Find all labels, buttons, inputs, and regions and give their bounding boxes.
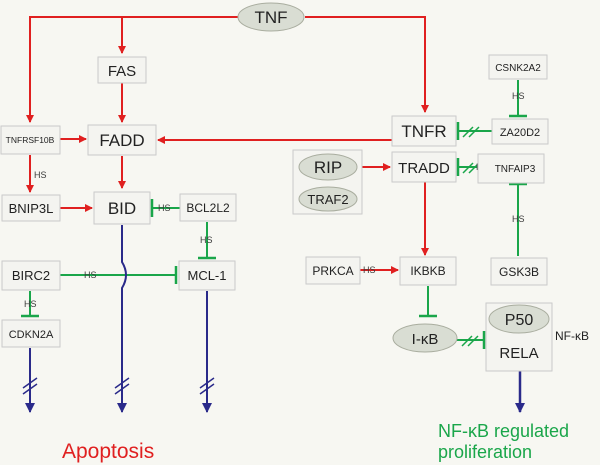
edge-label-hs: HS <box>200 235 213 245</box>
node-p50[interactable]: P50 <box>488 304 550 334</box>
node-p50-label: P50 <box>505 312 534 329</box>
node-csnk2a2-label: CSNK2A2 <box>495 63 541 74</box>
node-mcl1[interactable]: MCL-1 <box>178 260 236 291</box>
break-mark <box>462 162 480 174</box>
node-bid-label: BID <box>108 199 136 218</box>
node-mcl1-label: MCL-1 <box>187 268 226 283</box>
node-bid[interactable]: BID <box>93 191 151 225</box>
node-tnfaip3[interactable]: TNFAIP3 <box>477 153 545 184</box>
edge-label-hs: HS <box>363 265 376 275</box>
proliferation-label-line2: proliferation <box>438 442 532 462</box>
edge-tnf-tnfrsf10b <box>26 16 238 123</box>
apoptosis-label: Apoptosis <box>62 440 154 463</box>
edges: HS HS HS HS HS HS <box>21 16 527 413</box>
node-tradd[interactable]: TRADD <box>391 151 457 183</box>
node-tnfrsf10b-label: TNFRSF10B <box>6 135 55 145</box>
break-mark <box>114 377 130 395</box>
break-mark <box>199 377 215 395</box>
node-tnf-label: TNF <box>254 8 287 27</box>
edge-label-hs: HS <box>512 91 525 101</box>
node-csnk2a2[interactable]: CSNK2A2 <box>488 54 548 80</box>
break-mark <box>462 126 480 138</box>
edge-tnf-tnfr <box>305 16 429 113</box>
node-traf2-label: TRAF2 <box>307 192 348 207</box>
node-rip[interactable]: RIP <box>298 153 358 181</box>
node-tnfr[interactable]: TNFR <box>391 115 457 147</box>
node-za20d2-label: ZA20D2 <box>500 127 540 139</box>
node-tnfrsf10b[interactable]: TNFRSF10B <box>0 125 61 155</box>
edge-label-hs: HS <box>158 203 171 213</box>
proliferation-label-line1: NF-κB regulated <box>438 421 569 441</box>
node-birc2-label: BIRC2 <box>12 268 50 283</box>
node-ikb[interactable]: I-κB <box>392 323 458 353</box>
edge-label-hs: HS <box>512 214 525 224</box>
edge-label-hs: HS <box>24 299 37 309</box>
node-fadd-label: FADD <box>99 131 144 150</box>
node-bnip3l[interactable]: BNIP3L <box>1 194 61 222</box>
node-gsk3b-label: GSK3B <box>499 265 539 279</box>
node-ikbkb-label: IKBKB <box>410 264 445 278</box>
node-tnfr-label: TNFR <box>401 122 446 141</box>
edge-label-hs: HS <box>34 170 47 180</box>
node-za20d2[interactable]: ZA20D2 <box>491 118 549 145</box>
node-tnfaip3-label: TNFAIP3 <box>495 164 536 175</box>
node-nfkb-label: NF-κB <box>555 329 589 343</box>
node-tradd-label: TRADD <box>398 160 450 177</box>
edge-bid-apoptosis <box>117 225 127 413</box>
node-ikb-label: I-κB <box>412 331 439 348</box>
node-bcl2l2[interactable]: BCL2L2 <box>179 193 237 222</box>
node-prkca[interactable]: PRKCA <box>305 256 361 285</box>
node-traf2[interactable]: TRAF2 <box>298 186 358 212</box>
node-prkca-label: PRKCA <box>312 264 353 278</box>
node-fadd[interactable]: FADD <box>87 124 157 156</box>
break-mark <box>22 377 38 395</box>
node-rela-label: RELA <box>499 345 538 362</box>
node-ikbkb[interactable]: IKBKB <box>399 256 457 286</box>
node-bnip3l-label: BNIP3L <box>9 201 54 216</box>
node-birc2[interactable]: BIRC2 <box>1 260 61 291</box>
break-mark <box>461 335 479 347</box>
node-cdkn2a[interactable]: CDKN2A <box>1 319 61 348</box>
edge-label-hs: HS <box>84 270 97 280</box>
node-bcl2l2-label: BCL2L2 <box>186 201 230 215</box>
node-fas[interactable]: FAS <box>97 56 147 84</box>
node-tnf[interactable]: TNF <box>237 2 305 32</box>
node-cdkn2a-label: CDKN2A <box>9 329 54 341</box>
node-rip-label: RIP <box>314 158 342 177</box>
nodes: TNF FAS FADD TNFRSF10B BNIP3L BID <box>0 2 589 372</box>
node-gsk3b[interactable]: GSK3B <box>490 257 548 286</box>
node-fas-label: FAS <box>108 63 136 80</box>
